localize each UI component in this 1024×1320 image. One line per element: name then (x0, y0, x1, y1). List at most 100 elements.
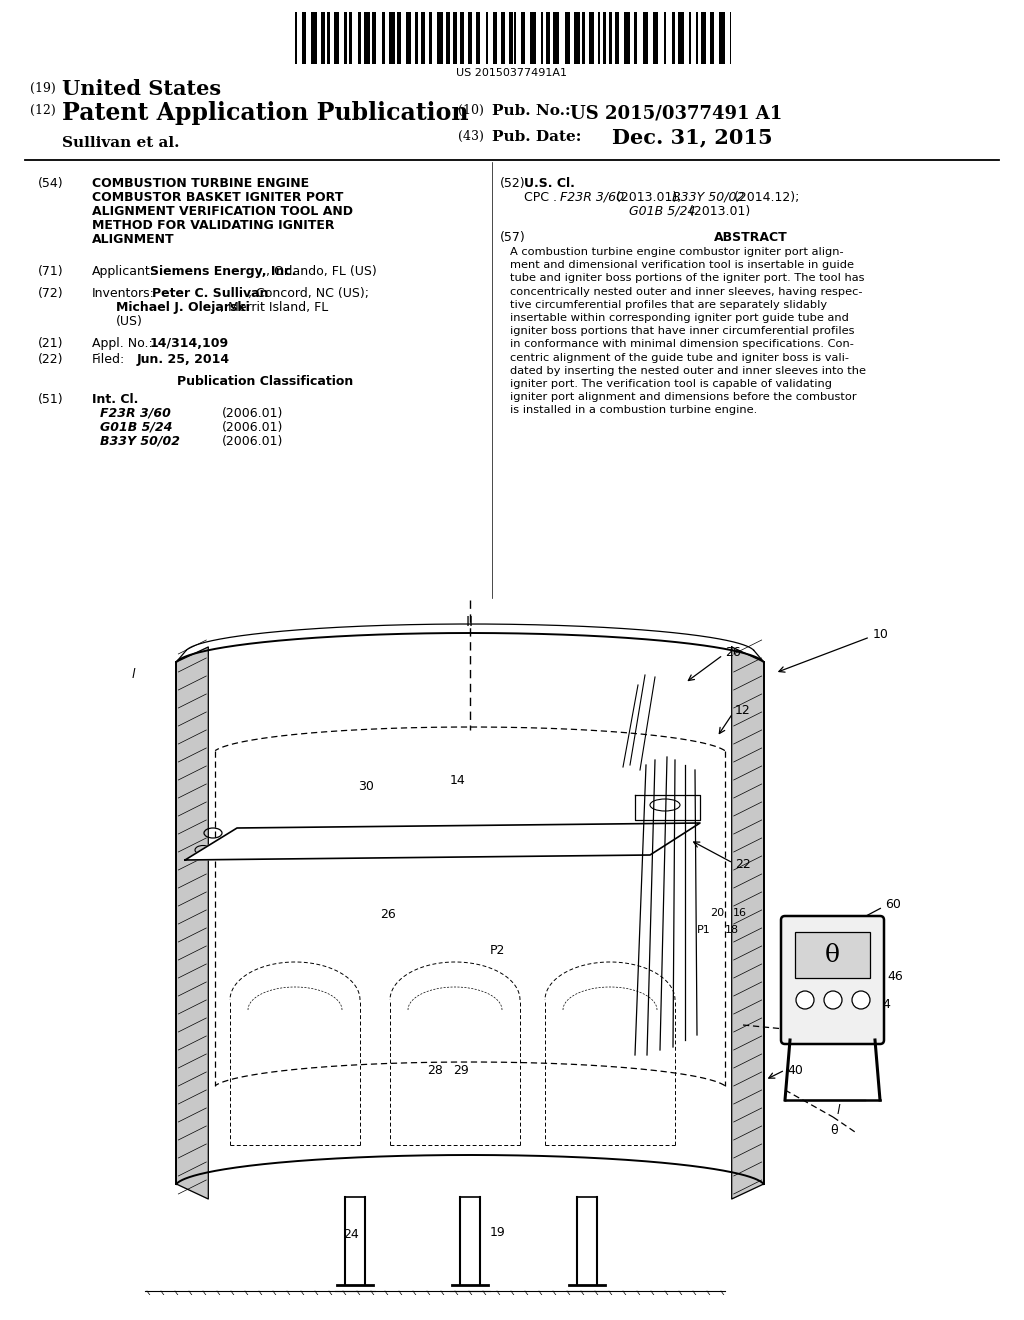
Text: United States: United States (62, 79, 221, 99)
Text: B33Y 50/02: B33Y 50/02 (100, 436, 180, 447)
Text: Publication Classification: Publication Classification (177, 375, 353, 388)
Text: 20: 20 (710, 908, 724, 917)
Bar (530, 12, 537, 63)
Text: METHOD FOR VALIDATING IGNITER: METHOD FOR VALIDATING IGNITER (92, 219, 335, 232)
Text: F23R 3/60: F23R 3/60 (552, 191, 624, 205)
Text: 10: 10 (873, 628, 889, 642)
Text: θ: θ (825, 944, 840, 966)
Text: 14/314,109: 14/314,109 (150, 337, 229, 350)
Text: (57): (57) (500, 231, 525, 244)
Bar (609, 12, 612, 63)
Text: tube and igniter boss portions of the igniter port. The tool has: tube and igniter boss portions of the ig… (510, 273, 864, 284)
Bar (679, 12, 684, 63)
Bar (688, 12, 691, 63)
Text: (US): (US) (116, 315, 143, 327)
Bar (603, 12, 606, 63)
Text: dated by inserting the nested outer and inner sleeves into the: dated by inserting the nested outer and … (510, 366, 866, 376)
Text: (2006.01): (2006.01) (222, 436, 284, 447)
Text: 26: 26 (380, 908, 395, 921)
Text: COMBUSTION TURBINE ENGINE: COMBUSTION TURBINE ENGINE (92, 177, 309, 190)
Text: in conformance with minimal dimension specifications. Con-: in conformance with minimal dimension sp… (510, 339, 854, 350)
Text: Michael J. Olejarski: Michael J. Olejarski (116, 301, 250, 314)
Bar (321, 12, 325, 63)
Text: (2013.01);: (2013.01); (612, 191, 682, 205)
Bar (501, 12, 505, 63)
Bar (719, 12, 725, 63)
Text: θ: θ (830, 1123, 838, 1137)
Bar (460, 12, 465, 63)
Circle shape (796, 991, 814, 1008)
Text: 19: 19 (490, 1226, 506, 1239)
Bar (643, 12, 648, 63)
Bar (582, 12, 585, 63)
Bar (653, 12, 658, 63)
Polygon shape (732, 647, 764, 1199)
Bar (372, 12, 377, 63)
Text: Sullivan et al.: Sullivan et al. (62, 136, 179, 150)
Bar (574, 12, 580, 63)
Bar (365, 12, 371, 63)
Text: insertable within corresponding igniter port guide tube and: insertable within corresponding igniter … (510, 313, 849, 323)
Text: 16: 16 (733, 908, 746, 917)
Text: P1: P1 (697, 925, 711, 935)
Text: 12: 12 (735, 705, 751, 718)
Text: (72): (72) (38, 286, 63, 300)
Circle shape (852, 991, 870, 1008)
Bar (589, 12, 594, 63)
Text: US 2015/0377491 A1: US 2015/0377491 A1 (570, 104, 782, 121)
Text: l: l (131, 668, 135, 681)
Text: 29: 29 (453, 1064, 469, 1077)
Bar (422, 12, 425, 63)
Text: 18: 18 (725, 925, 739, 935)
Bar (485, 12, 488, 63)
Bar (625, 12, 630, 63)
Bar (389, 12, 395, 63)
Bar (565, 12, 570, 63)
Text: (51): (51) (38, 393, 63, 407)
Text: A combustion turbine engine combustor igniter port align-: A combustion turbine engine combustor ig… (510, 247, 844, 257)
Polygon shape (185, 822, 700, 861)
Text: igniter port alignment and dimensions before the combustor: igniter port alignment and dimensions be… (510, 392, 857, 403)
Text: 14: 14 (450, 774, 466, 787)
Text: θ: θ (427, 837, 433, 847)
Text: , Merrit Island, FL: , Merrit Island, FL (220, 301, 329, 314)
Polygon shape (176, 647, 208, 1199)
Text: (43): (43) (458, 129, 484, 143)
Bar (415, 12, 418, 63)
Text: Pub. No.:: Pub. No.: (492, 104, 570, 117)
Text: l: l (837, 1104, 841, 1117)
Bar (541, 12, 543, 63)
Bar (382, 12, 385, 63)
Text: G01B 5/24: G01B 5/24 (629, 205, 695, 218)
Bar (672, 12, 675, 63)
Text: (12): (12) (30, 104, 55, 117)
Text: ALIGNMENT: ALIGNMENT (92, 234, 175, 246)
Text: 30: 30 (358, 780, 374, 793)
Text: igniter port. The verification tool is capable of validating: igniter port. The verification tool is c… (510, 379, 831, 389)
Text: G01B 5/24: G01B 5/24 (100, 421, 172, 434)
Text: 60: 60 (885, 899, 901, 912)
Bar (695, 12, 697, 63)
Bar (730, 12, 731, 63)
Text: P2: P2 (490, 944, 506, 957)
Text: 54: 54 (874, 998, 891, 1011)
Text: Appl. No.:: Appl. No.: (92, 337, 153, 350)
Text: concentrically nested outer and inner sleeves, having respec-: concentrically nested outer and inner sl… (510, 286, 862, 297)
Bar (302, 12, 306, 63)
Bar (429, 12, 432, 63)
Text: II: II (466, 615, 474, 630)
Text: (10): (10) (458, 104, 484, 117)
Bar (634, 12, 637, 63)
Bar (710, 12, 715, 63)
Bar (311, 12, 316, 63)
Bar (453, 12, 457, 63)
Text: igniter boss portions that have inner circumferential profiles: igniter boss portions that have inner ci… (510, 326, 854, 337)
Text: 22: 22 (735, 858, 751, 871)
Text: Dec. 31, 2015: Dec. 31, 2015 (612, 127, 773, 147)
Circle shape (824, 991, 842, 1008)
Text: Siemens Energy, Inc.: Siemens Energy, Inc. (150, 265, 296, 279)
Text: U.S. Cl.: U.S. Cl. (524, 177, 574, 190)
Bar (437, 12, 442, 63)
Text: (52): (52) (500, 177, 525, 190)
Text: (54): (54) (38, 177, 63, 190)
